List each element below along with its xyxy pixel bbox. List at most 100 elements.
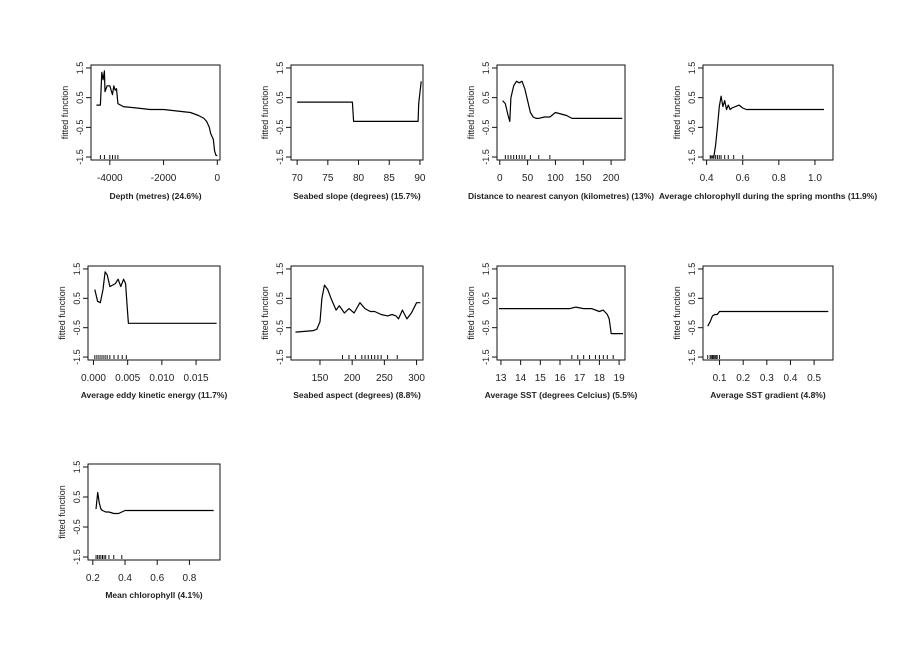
y-tick-label: -0.5: [75, 120, 85, 136]
y-tick-label: -1.5: [275, 149, 285, 165]
plot-frame: [290, 265, 424, 361]
plot-frame: [496, 265, 626, 361]
chart-panel: -1.5 -0.5 0.5 1.5 fitted function 0 50 100 150 20…: [466, 62, 654, 201]
y-tick-label: 0.5: [687, 91, 697, 104]
plot-frame: [702, 265, 834, 361]
fitted-function-line: [94, 271, 217, 324]
y-tick-label: -0.5: [72, 519, 82, 535]
chart-panel: -1.5 -0.5 0.5 1.5 fitted function 70 75 80 85 90 S…: [260, 62, 426, 201]
x-tick-label: 19: [614, 373, 626, 384]
y-tick-label: -1.5: [481, 349, 491, 365]
x-tick-label: 0.4: [118, 573, 132, 584]
chart-panel: -1.5 -0.5 0.5 1.5 fitted function 0.1 0.2 0.3 0.…: [672, 263, 834, 400]
fitted-function-line: [707, 310, 829, 327]
x-tick-label: 15: [535, 373, 547, 384]
x-tick-label: 0.2: [86, 573, 100, 584]
x-tick-label: 0.2: [736, 373, 750, 384]
x-tick-label: 70: [292, 173, 304, 184]
x-tick-label: 0.8: [182, 573, 196, 584]
x-tick-label: 100: [547, 173, 564, 184]
panel-caption: Average SST (degrees Celcius) (5.5%): [485, 390, 638, 400]
x-tick-label: 0.1: [713, 373, 727, 384]
x-tick-label: 250: [376, 373, 393, 384]
y-tick-label: 1.5: [72, 263, 82, 276]
panel-caption: Distance to nearest canyon (kilometres) …: [468, 191, 654, 201]
x-tick-label: 13: [495, 373, 507, 384]
x-tick-label: 150: [575, 173, 592, 184]
fitted-function-line: [295, 284, 421, 333]
y-tick-label: -1.5: [275, 349, 285, 365]
x-tick-label: 300: [408, 373, 425, 384]
plot-frame: [496, 64, 626, 161]
y-tick-label: 1.5: [275, 62, 285, 75]
plot-frame: [87, 265, 221, 361]
x-tick-label: 200: [344, 373, 361, 384]
chart-panel: -1.5 -0.5 0.5 1.5 fitted function 0.4 0.6 0.8 1.…: [659, 62, 878, 201]
y-axis-label: fitted function: [260, 86, 270, 140]
y-tick-label: -0.5: [481, 320, 491, 336]
y-tick-label: 0.5: [72, 292, 82, 305]
x-tick-label: 0.4: [700, 173, 714, 184]
y-axis-label: fitted function: [466, 86, 476, 140]
y-tick-label: 0.5: [481, 292, 491, 305]
y-tick-label: 0.5: [687, 292, 697, 305]
y-tick-label: 1.5: [481, 62, 491, 75]
y-tick-label: -1.5: [75, 149, 85, 165]
y-axis-label: fitted function: [672, 86, 682, 140]
panel-caption: Average eddy kinetic energy (11.7%): [81, 390, 228, 400]
y-tick-label: 1.5: [687, 263, 697, 276]
plot-frame: [290, 64, 424, 161]
y-tick-label: -1.5: [72, 349, 82, 365]
x-tick-label: 0.010: [149, 373, 174, 384]
chart-panel: -1.5 -0.5 0.5 1.5 fitted function -4000 -2000 0…: [60, 62, 221, 201]
x-tick-label: 0.015: [184, 373, 209, 384]
x-tick-label: 1.0: [808, 173, 822, 184]
x-tick-label: 80: [353, 173, 365, 184]
y-axis-label: fitted function: [60, 86, 70, 140]
y-tick-label: 0.5: [72, 491, 82, 504]
y-tick-label: 0.5: [275, 292, 285, 305]
x-tick-label: 0.5: [807, 373, 821, 384]
x-tick-label: 0.8: [772, 173, 786, 184]
plot-frame: [702, 64, 834, 161]
x-tick-label: -2000: [151, 173, 177, 184]
fitted-function-line: [297, 81, 422, 122]
y-tick-label: 1.5: [687, 62, 697, 75]
panel-caption: Mean chlorophyll (4.1%): [105, 590, 202, 600]
y-tick-label: -0.5: [687, 320, 697, 336]
x-tick-label: 0.6: [736, 173, 750, 184]
y-axis-label: fitted function: [260, 286, 270, 340]
y-axis-label: fitted function: [466, 286, 476, 340]
chart-panel: -1.5 -0.5 0.5 1.5 fitted function 0.000 0.005 0…: [57, 263, 227, 400]
fitted-function-line: [95, 491, 214, 515]
y-tick-label: -1.5: [481, 149, 491, 165]
fitted-function-line: [499, 306, 623, 335]
y-tick-label: -0.5: [275, 320, 285, 336]
chart-panel: -1.5 -0.5 0.5 1.5 fitted function 0.2 0.4 0.6 0.…: [57, 461, 221, 600]
y-tick-label: -0.5: [72, 320, 82, 336]
y-tick-label: -1.5: [687, 349, 697, 365]
y-axis-label: fitted function: [57, 485, 67, 539]
plot-frame: [90, 64, 221, 161]
y-tick-label: 1.5: [75, 62, 85, 75]
x-tick-label: 200: [603, 173, 620, 184]
y-tick-label: -1.5: [687, 149, 697, 165]
x-tick-label: 0: [215, 173, 221, 184]
fitted-function-line: [96, 70, 218, 157]
x-tick-label: 75: [322, 173, 334, 184]
x-tick-label: 0.000: [81, 373, 106, 384]
chart-panel: -1.5 -0.5 0.5 1.5 fitted function 150 200 250 30…: [260, 263, 425, 400]
panel-caption: Seabed slope (degrees) (15.7%): [293, 191, 421, 201]
x-tick-label: 0.005: [115, 373, 140, 384]
x-tick-label: 150: [312, 373, 329, 384]
fitted-function-line: [502, 80, 623, 122]
x-tick-label: 85: [384, 173, 396, 184]
x-tick-label: 18: [594, 373, 606, 384]
x-tick-label: 14: [515, 373, 527, 384]
plot-frame: [87, 463, 221, 561]
y-tick-label: 0.5: [275, 91, 285, 104]
y-tick-label: 1.5: [275, 263, 285, 276]
y-axis-label: fitted function: [672, 286, 682, 340]
chart-panel: -1.5 -0.5 0.5 1.5 fitted function 13 14 15 16 17 1…: [466, 263, 638, 400]
